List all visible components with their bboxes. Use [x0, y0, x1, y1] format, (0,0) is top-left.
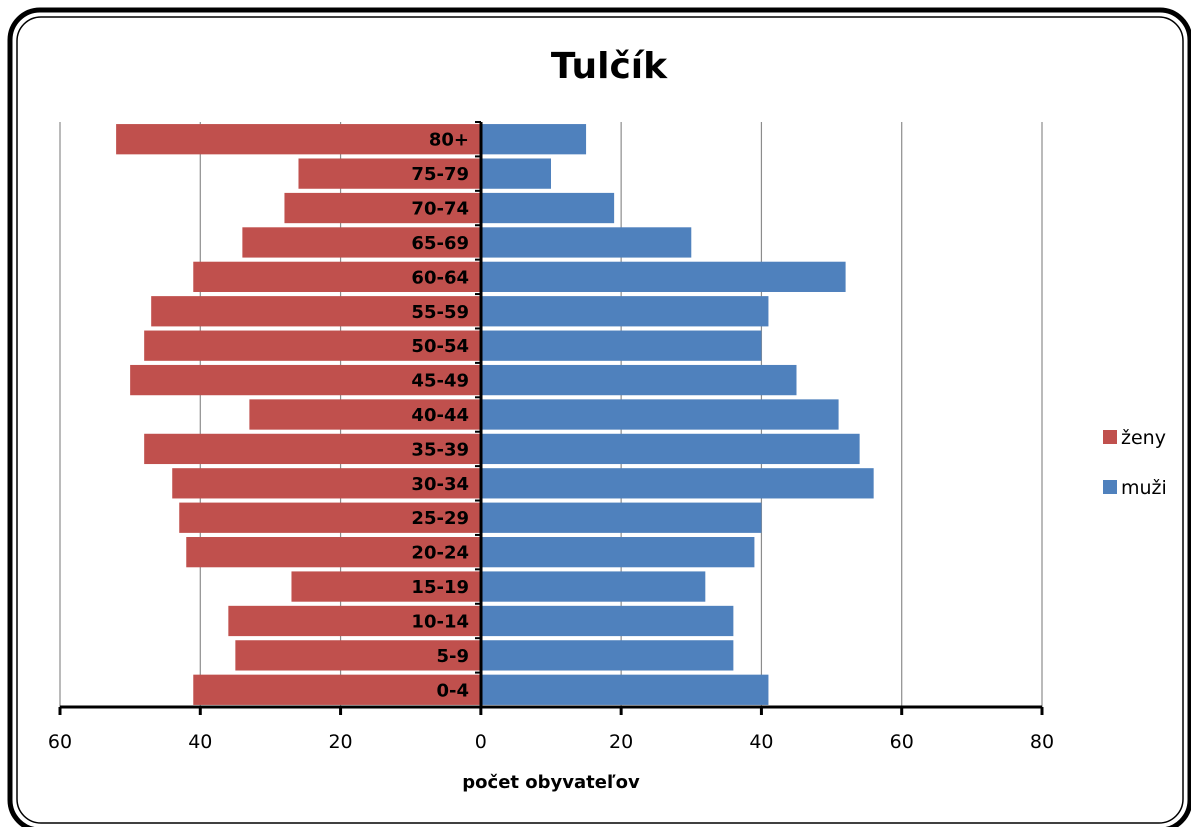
bar-muzi-15-19	[481, 571, 706, 602]
category-label: 60-64	[411, 267, 469, 288]
bar-zeny-40-44	[249, 399, 481, 430]
bar-zeny-45-49	[130, 364, 481, 396]
category-label: 35-39	[411, 439, 469, 460]
legend-label: muži	[1121, 477, 1167, 499]
x-tick-label: 0	[475, 731, 487, 753]
bar-zeny-20-24	[186, 537, 481, 568]
x-axis-label: počet obyvateľov	[462, 772, 640, 793]
x-tick-label: 80	[1030, 731, 1054, 753]
bar-zeny-25-29	[179, 502, 481, 533]
x-tick-label: 20	[609, 731, 633, 753]
category-label: 70-74	[411, 199, 469, 220]
bar-muzi-35-39	[481, 433, 860, 465]
category-label: 15-19	[411, 577, 469, 598]
category-label: 75-79	[411, 164, 469, 185]
bar-zeny-15-19	[291, 571, 481, 602]
category-label: 40-44	[411, 405, 469, 426]
legend-label: ženy	[1121, 427, 1166, 449]
bar-muzi-60-64	[481, 261, 846, 292]
chart-frame-inner	[16, 16, 1184, 824]
legend-swatch	[1103, 480, 1117, 494]
bar-muzi-40-44	[481, 399, 839, 430]
bar-muzi-80+	[481, 124, 587, 155]
bars	[116, 124, 874, 705]
category-label: 80+	[429, 130, 469, 151]
category-label: 65-69	[411, 233, 469, 254]
category-label: 0-4	[436, 680, 469, 701]
bar-zeny-75-79	[298, 158, 481, 189]
x-tick-label: 20	[328, 731, 352, 753]
legend: ženy muži	[1103, 427, 1167, 499]
bar-zeny-60-64	[193, 261, 481, 292]
bar-zeny-70-74	[284, 192, 481, 224]
category-labels: 0-4 5-9 10-14 15-19 20-24 25-29 30-34 35-39 40-4…	[411, 130, 469, 702]
category-label: 5-9	[436, 646, 469, 667]
bar-muzi-25-29	[481, 502, 762, 533]
category-label: 20-24	[411, 543, 469, 564]
bar-zeny-10-14	[228, 605, 481, 637]
bar-muzi-30-34	[481, 468, 874, 499]
bar-muzi-5-9	[481, 640, 734, 671]
x-tick-label: 40	[749, 731, 773, 753]
bar-zeny-0-4	[193, 674, 481, 705]
bar-muzi-50-54	[481, 330, 762, 361]
bar-zeny-50-54	[144, 330, 481, 361]
x-tick-label: 60	[890, 731, 914, 753]
category-label: 55-59	[411, 302, 469, 323]
chart-title: Tulčík	[551, 46, 668, 87]
x-tick-label: 60	[48, 731, 72, 753]
bar-muzi-0-4	[481, 674, 769, 705]
x-tick-label: 40	[188, 731, 212, 753]
category-label: 50-54	[411, 336, 469, 357]
bar-zeny-65-69	[242, 227, 481, 258]
bar-muzi-70-74	[481, 192, 615, 224]
bar-muzi-75-79	[481, 158, 551, 189]
x-tick-labels: 60 40 20 0 20 40 60 80	[48, 731, 1054, 753]
bar-zeny-30-34	[172, 468, 481, 499]
bar-muzi-10-14	[481, 605, 734, 637]
bar-muzi-55-59	[481, 296, 769, 327]
bar-zeny-5-9	[235, 640, 481, 671]
bar-zeny-55-59	[151, 296, 481, 327]
category-label: 10-14	[411, 611, 469, 632]
bar-zeny-80+	[116, 124, 481, 155]
bar-zeny-35-39	[144, 433, 481, 465]
legend-swatch	[1103, 430, 1117, 444]
bar-muzi-45-49	[481, 364, 797, 396]
axes	[58, 121, 1044, 715]
bar-muzi-20-24	[481, 537, 755, 568]
category-label: 45-49	[411, 371, 469, 392]
category-label: 30-34	[411, 474, 469, 495]
category-label: 25-29	[411, 508, 469, 529]
bar-muzi-65-69	[481, 227, 692, 258]
